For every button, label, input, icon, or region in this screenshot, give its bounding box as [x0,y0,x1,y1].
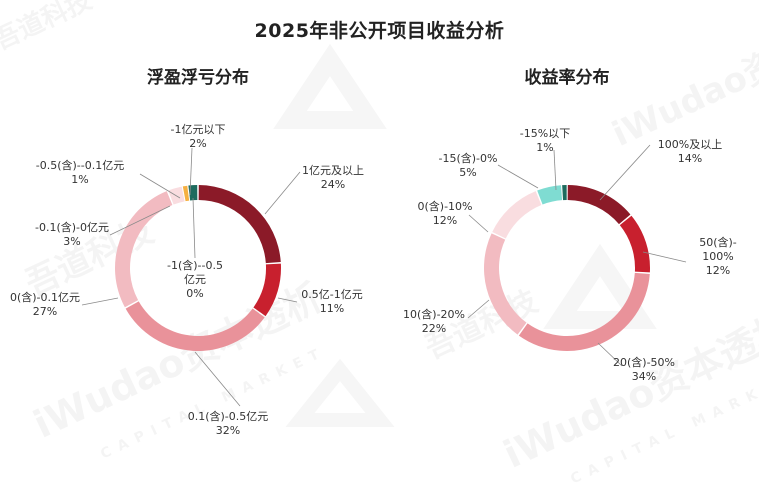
data-label: 12% [433,214,457,227]
chart-title: 收益率分布 [525,67,610,88]
data-label: 0.5亿-1亿元 [301,288,362,301]
leader-line [189,147,193,196]
donut-slice [492,191,542,239]
data-label: 2% [189,137,206,150]
leader-line [599,144,651,201]
data-label: 12% [706,264,730,277]
data-label: -1亿元以下 [171,123,226,136]
data-label: 5% [459,166,476,179]
data-label: 22% [422,322,446,335]
page-title: 2025年非公开项目收益分析 [254,20,505,42]
donut-slice [518,272,650,351]
data-label: -0.5(含)--0.1亿元 [36,158,124,172]
data-label: 0(含)-0.1亿元 [10,290,80,304]
data-label: 100%及以上 [658,138,722,151]
donut-slice [253,263,281,317]
donut-slice [537,185,563,205]
leader-line [264,171,301,215]
leader-line [553,149,557,191]
data-label: -0.1(含)-0亿元 [35,220,109,234]
data-label: 1% [536,141,553,154]
leader-line [194,351,241,407]
data-label: 100% [702,250,733,263]
data-label: 0% [186,287,203,300]
data-label: 3% [63,235,80,248]
leader-line [81,297,119,306]
donut-chart-2: 收益率分布100%及以上14%50(含)-100%12%20(含)-50%34%… [403,67,737,383]
data-label: 34% [632,370,656,383]
data-label: 0(含)-10% [418,199,473,213]
leader-line [642,251,687,263]
donut-slice [115,191,173,308]
donut-slice [125,301,265,351]
data-label: 1亿元及以上 [302,164,364,177]
leader-line [277,297,298,303]
leader-line [468,214,489,233]
leader-line [497,164,539,189]
chart-title: 浮盈浮亏分布 [147,67,249,88]
donut-slice [182,185,190,202]
leader-line [192,197,196,259]
data-label: 20(含)-50% [613,355,675,369]
data-label: -1(含)--0.5 [167,258,223,272]
data-label: 50(含)- [699,235,737,249]
data-label: -15%以下 [520,127,570,140]
donut-slice [484,233,527,335]
leader-line [467,299,490,319]
data-label: 1% [71,173,88,186]
data-label: 14% [678,152,702,165]
data-label: 32% [216,424,240,437]
data-label: -15(含)-0% [439,151,498,165]
leader-line [109,205,171,236]
data-label: 亿元 [184,273,206,286]
leader-line [139,173,181,199]
data-label: 27% [33,305,57,318]
leader-line [597,342,623,367]
data-label: 10(含)-20% [403,307,465,321]
donut-slice [198,185,281,264]
data-label: 24% [321,178,345,191]
donut-slice [562,185,567,201]
donut-slice [567,185,631,225]
donut-slice [619,215,650,273]
data-label: 0.1(含)-0.5亿元 [188,409,269,423]
data-label: 11% [320,302,344,315]
